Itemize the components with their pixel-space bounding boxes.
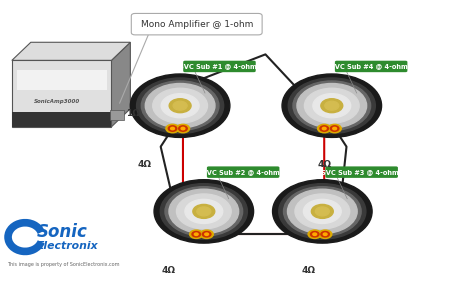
Circle shape	[313, 94, 351, 118]
Circle shape	[323, 233, 327, 236]
Circle shape	[193, 204, 215, 218]
Text: This image is property of SonicElectronix.com: This image is property of SonicElectroni…	[7, 262, 119, 267]
FancyBboxPatch shape	[131, 14, 262, 35]
Circle shape	[176, 124, 190, 133]
Circle shape	[141, 81, 219, 130]
Circle shape	[321, 99, 343, 113]
Text: 1Ω: 1Ω	[126, 109, 139, 118]
Circle shape	[293, 81, 371, 130]
Circle shape	[282, 74, 382, 137]
Text: SVC Sub #4 @ 4-ohms: SVC Sub #4 @ 4-ohms	[330, 63, 412, 69]
Circle shape	[279, 184, 366, 239]
Circle shape	[153, 88, 208, 123]
Circle shape	[303, 199, 341, 223]
Circle shape	[202, 232, 211, 237]
FancyBboxPatch shape	[325, 166, 398, 178]
Polygon shape	[111, 42, 130, 127]
Circle shape	[315, 207, 329, 216]
Circle shape	[333, 127, 337, 130]
Circle shape	[295, 194, 350, 229]
Circle shape	[320, 126, 328, 131]
Circle shape	[325, 101, 339, 110]
Text: Electronix: Electronix	[36, 241, 98, 251]
Polygon shape	[12, 60, 111, 127]
Circle shape	[160, 184, 247, 239]
Circle shape	[200, 230, 213, 239]
Text: Mono Amplifier @ 1-ohm: Mono Amplifier @ 1-ohm	[140, 20, 253, 29]
Circle shape	[194, 233, 198, 236]
Circle shape	[319, 230, 332, 239]
Text: 4Ω: 4Ω	[301, 266, 315, 275]
Circle shape	[322, 127, 326, 130]
Circle shape	[328, 124, 341, 133]
Circle shape	[330, 126, 339, 131]
Circle shape	[304, 88, 359, 123]
Text: SonicAmp3000: SonicAmp3000	[34, 99, 80, 104]
Circle shape	[313, 233, 317, 236]
Circle shape	[273, 180, 372, 243]
Circle shape	[310, 232, 319, 237]
FancyBboxPatch shape	[183, 61, 255, 72]
Text: Sonic: Sonic	[36, 223, 87, 241]
Circle shape	[205, 233, 209, 236]
Circle shape	[185, 199, 223, 223]
Circle shape	[130, 74, 230, 137]
Circle shape	[283, 187, 361, 236]
FancyBboxPatch shape	[335, 61, 407, 72]
Circle shape	[179, 126, 187, 131]
Text: SVC Sub #2 @ 4-ohms: SVC Sub #2 @ 4-ohms	[202, 169, 284, 175]
Circle shape	[321, 232, 329, 237]
Circle shape	[297, 83, 366, 128]
Circle shape	[145, 83, 215, 128]
Polygon shape	[12, 112, 111, 127]
Circle shape	[288, 78, 375, 133]
Text: SVC Sub #3 @ 4-ohms: SVC Sub #3 @ 4-ohms	[321, 169, 402, 175]
Circle shape	[190, 230, 203, 239]
Circle shape	[311, 204, 333, 218]
Circle shape	[181, 127, 185, 130]
Circle shape	[197, 207, 211, 216]
Text: 4Ω: 4Ω	[161, 266, 175, 275]
Circle shape	[173, 101, 187, 110]
FancyBboxPatch shape	[207, 166, 279, 178]
Circle shape	[166, 124, 179, 133]
Circle shape	[161, 94, 199, 118]
Circle shape	[169, 189, 238, 234]
Polygon shape	[17, 70, 107, 90]
Circle shape	[169, 99, 191, 113]
Text: SVC Sub #1 @ 4-ohms: SVC Sub #1 @ 4-ohms	[179, 63, 260, 69]
Polygon shape	[12, 42, 130, 60]
Circle shape	[176, 194, 231, 229]
Text: 4Ω: 4Ω	[137, 160, 152, 169]
Circle shape	[308, 230, 321, 239]
Circle shape	[168, 126, 177, 131]
Circle shape	[171, 127, 174, 130]
Circle shape	[192, 232, 201, 237]
Text: 4Ω: 4Ω	[318, 160, 332, 169]
Circle shape	[137, 78, 224, 133]
Circle shape	[287, 189, 357, 234]
FancyBboxPatch shape	[110, 110, 124, 120]
Circle shape	[318, 124, 331, 133]
Circle shape	[165, 187, 243, 236]
Circle shape	[154, 180, 254, 243]
